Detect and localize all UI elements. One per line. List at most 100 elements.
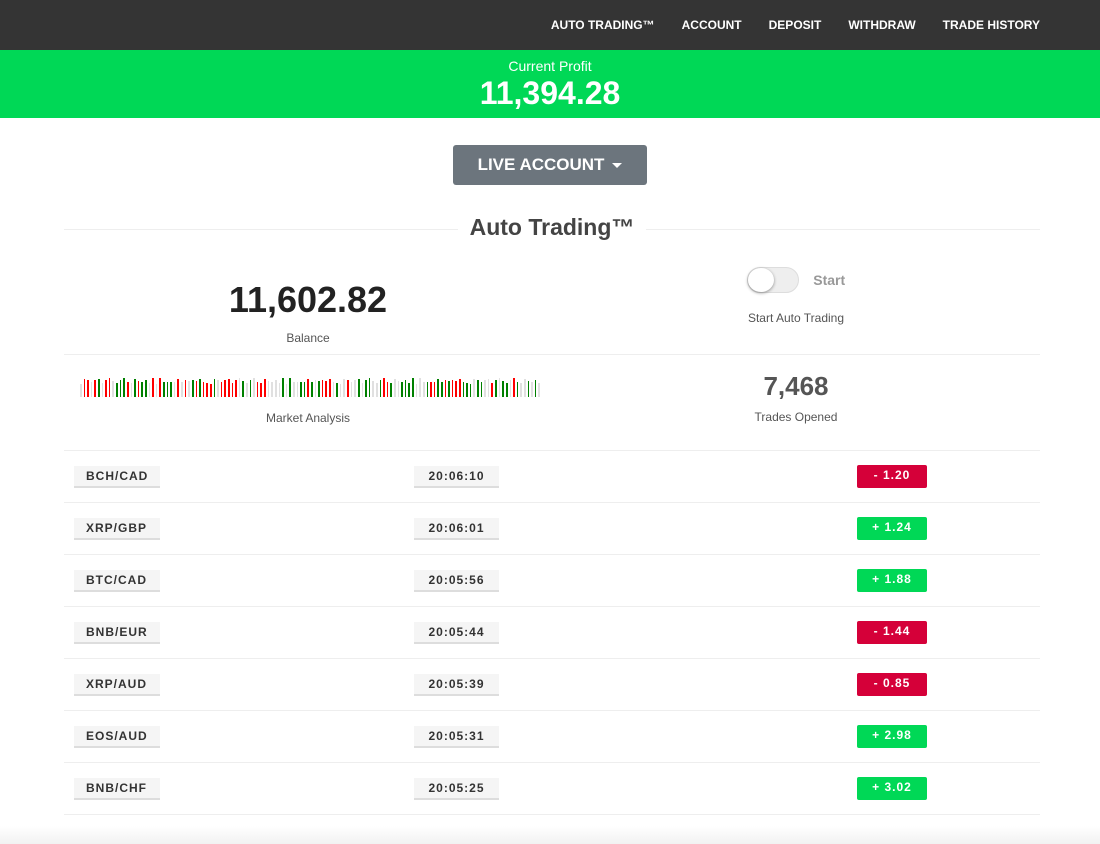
nav-trade-history[interactable]: TRADE HISTORY: [942, 18, 1040, 32]
market-bar: [217, 380, 219, 397]
market-bar: [231, 383, 234, 397]
profit-banner: Current Profit 11,394.28: [0, 50, 1100, 118]
market-bar: [209, 384, 212, 397]
market-bar: [336, 383, 338, 397]
market-bar: [246, 383, 248, 397]
trade-time: 20:05:31: [414, 725, 499, 748]
market-bar: [220, 382, 223, 397]
market-bar: [116, 383, 118, 397]
market-bar: [339, 384, 342, 397]
market-bar: [379, 380, 382, 397]
market-bar: [105, 380, 107, 397]
market-bar: [285, 384, 288, 397]
market-analysis-label: Market Analysis: [265, 411, 351, 425]
market-bar: [271, 382, 273, 397]
market-bar: [264, 379, 266, 397]
market-bar: [112, 381, 115, 397]
market-bar: [523, 379, 526, 397]
market-bar: [487, 379, 490, 397]
nav-account[interactable]: ACCOUNT: [681, 18, 742, 32]
market-bar: [242, 381, 245, 397]
trade-pair: BTC/CAD: [74, 569, 160, 592]
auto-trading-toggle[interactable]: [746, 267, 799, 293]
market-bar: [123, 378, 125, 397]
market-bar: [108, 378, 111, 397]
market-bar: [422, 382, 425, 397]
market-bar: [498, 378, 501, 397]
market-bar: [347, 380, 349, 397]
market-bar: [513, 378, 515, 397]
market-bar: [152, 378, 154, 397]
market-bar: [505, 383, 508, 397]
market-bar: [372, 381, 374, 397]
trade-row: XRP/AUD 20:05:39 - 0.85: [64, 659, 1040, 711]
market-bar: [267, 381, 270, 397]
market-bar: [90, 382, 93, 397]
market-bar: [300, 382, 302, 397]
market-bar: [87, 380, 89, 397]
market-bar: [375, 383, 378, 397]
market-bar: [296, 382, 299, 397]
market-bar: [278, 383, 281, 397]
market-bar: [213, 379, 216, 397]
market-analysis-bars: [80, 377, 540, 397]
market-bar: [177, 379, 180, 397]
trade-time: 20:06:01: [414, 517, 499, 540]
trade-time: 20:05:44: [414, 621, 499, 644]
market-bar: [199, 379, 201, 397]
trade-pl-badge: + 1.24: [857, 517, 927, 540]
market-bar: [477, 380, 479, 397]
market-bar: [401, 382, 403, 397]
market-bar: [516, 382, 519, 397]
market-bar: [451, 380, 454, 397]
start-auto-trading-label: Start Auto Trading: [747, 311, 845, 325]
trade-pair: BNB/EUR: [74, 621, 160, 644]
market-bar: [466, 383, 468, 397]
market-bar: [397, 381, 400, 397]
market-bar: [148, 383, 151, 397]
trade-time: 20:05:56: [414, 569, 499, 592]
market-bar: [430, 382, 432, 397]
market-bar: [307, 379, 309, 397]
market-bar: [458, 379, 461, 397]
bottom-fade: [0, 826, 1100, 844]
market-bar: [238, 378, 241, 397]
market-bar: [404, 380, 407, 397]
market-bar: [462, 382, 465, 397]
market-bar: [282, 378, 284, 397]
market-bar: [101, 383, 104, 397]
balance-label: Balance: [286, 331, 330, 345]
nav-withdraw[interactable]: WITHDRAW: [848, 18, 916, 32]
trade-time: 20:05:25: [414, 777, 499, 800]
market-bar: [227, 379, 230, 397]
market-bar: [80, 384, 82, 397]
toggle-label: Start: [813, 272, 846, 288]
market-bar: [480, 382, 483, 397]
live-account-dropdown[interactable]: LIVE ACCOUNT: [453, 145, 647, 185]
trades-opened-label: Trades Opened: [754, 410, 838, 424]
trade-pair: XRP/AUD: [74, 673, 160, 696]
market-bar: [249, 380, 252, 397]
market-bar: [440, 382, 443, 397]
toggle-knob: [747, 268, 774, 292]
market-bar: [256, 382, 259, 397]
trade-row: BNB/EUR 20:05:44 - 1.44: [64, 607, 1040, 659]
caret-down-icon: [612, 163, 623, 169]
trade-pl-badge: + 1.88: [857, 569, 927, 592]
market-bar: [314, 380, 317, 397]
market-bar: [444, 380, 447, 397]
market-bar: [260, 383, 263, 397]
nav-auto-trading[interactable]: AUTO TRADING™: [550, 18, 655, 32]
market-bar: [289, 378, 291, 397]
market-bar: [181, 382, 183, 397]
trade-row: BNB/CHF 20:05:25 + 3.02: [64, 763, 1040, 815]
section-title: Auto Trading™: [457, 214, 647, 241]
market-bar: [184, 380, 187, 397]
market-bar: [303, 382, 306, 397]
trade-pair: XRP/GBP: [74, 517, 160, 540]
trade-pl-badge: + 3.02: [857, 777, 927, 800]
trade-row: BCH/CAD 20:06:10 - 1.20: [64, 451, 1040, 503]
market-bar: [130, 383, 133, 397]
nav-deposit[interactable]: DEPOSIT: [768, 18, 822, 32]
market-bar: [383, 378, 385, 397]
